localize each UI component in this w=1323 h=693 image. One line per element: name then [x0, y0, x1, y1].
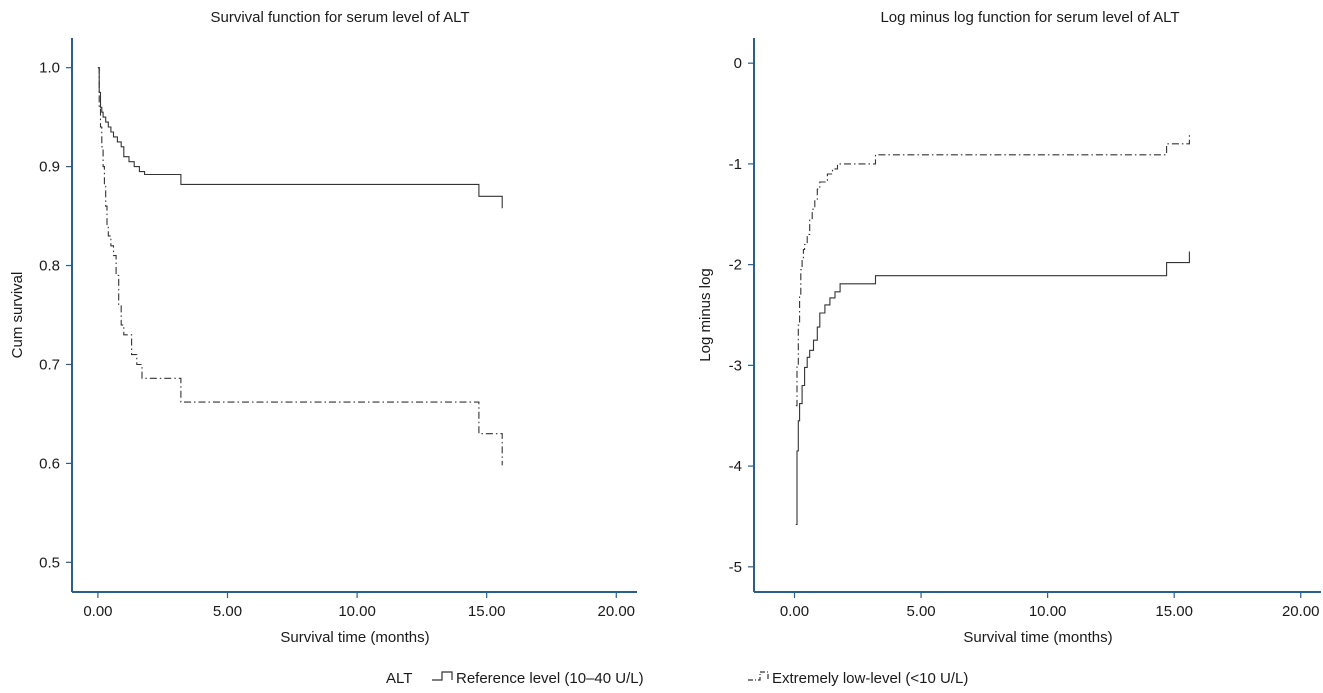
y-tick-label: 0.7 — [39, 356, 60, 373]
log-minus-log-chart: Log minus log function for serum level o… — [697, 9, 1321, 646]
y-tick-label: 0.6 — [39, 455, 60, 472]
series-line-reference — [795, 251, 1190, 526]
y-tick-label: -3 — [729, 357, 742, 374]
legend-title: ALT — [386, 670, 412, 687]
y-tick-label: -2 — [729, 257, 742, 274]
y-tick-label: -4 — [729, 458, 742, 475]
legend: ALT Reference level (10–40 U/L) Extremel… — [386, 670, 968, 687]
legend-label-reference: Reference level (10–40 U/L) — [456, 670, 644, 687]
series-line-extremely-low — [795, 133, 1190, 407]
chart-title: Survival function for serum level of ALT — [211, 9, 470, 26]
y-tick-label: 0.9 — [39, 159, 60, 176]
x-tick-label: 10.00 — [1029, 603, 1067, 620]
x-tick-label: 10.00 — [338, 603, 376, 620]
series-line-extremely-low — [97, 67, 503, 466]
x-tick-label: 15.00 — [468, 603, 506, 620]
x-tick-label: 20.00 — [1282, 603, 1320, 620]
y-tick-label: 0.5 — [39, 554, 60, 571]
y-tick-label: 1.0 — [39, 60, 60, 77]
legend-label-extremely-low: Extremely low-level (<10 U/L) — [772, 670, 968, 687]
x-tick-label: 0.00 — [780, 603, 809, 620]
y-tick-label: -1 — [729, 156, 742, 173]
legend-swatch-extremely-low — [748, 671, 769, 681]
legend-swatch-reference — [432, 671, 453, 681]
y-tick-label: 0.8 — [39, 258, 60, 275]
x-tick-label: 0.00 — [83, 603, 112, 620]
survival-chart: Survival function for serum level of ALT… — [9, 9, 637, 646]
series-line-reference — [97, 67, 503, 209]
chart-title: Log minus log function for serum level o… — [880, 9, 1179, 26]
x-axis-label: Survival time (months) — [280, 629, 429, 646]
y-tick-label: 0 — [734, 55, 742, 72]
y-axis-label: Cum survival — [9, 272, 26, 359]
y-tick-label: -5 — [729, 559, 742, 576]
x-axis-label: Survival time (months) — [963, 629, 1112, 646]
x-tick-label: 5.00 — [906, 603, 935, 620]
x-tick-label: 5.00 — [213, 603, 242, 620]
x-tick-label: 15.00 — [1155, 603, 1193, 620]
x-tick-label: 20.00 — [597, 603, 635, 620]
y-axis-label: Log minus log — [697, 268, 714, 361]
